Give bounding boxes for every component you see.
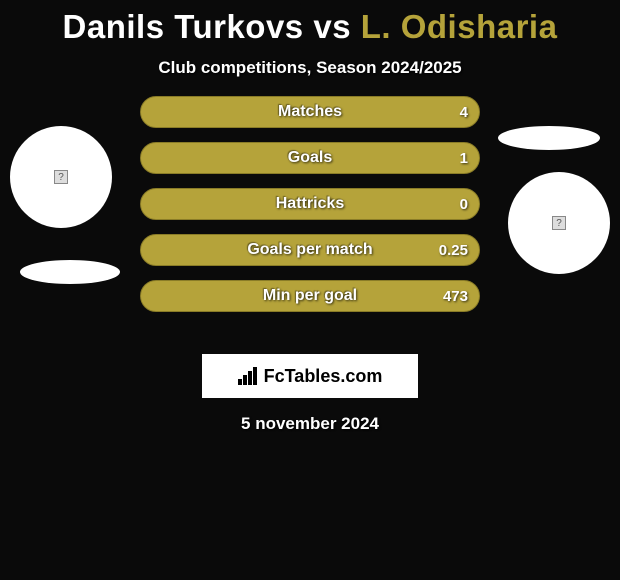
brand-badge: FcTables.com	[202, 354, 418, 398]
date-label: 5 november 2024	[0, 398, 620, 434]
stat-row: Goals1	[140, 142, 480, 174]
comparison-chart: Matches4 Goals1 Hattricks0 Goals per match0…	[0, 96, 620, 336]
brand-text: FcTables.com	[264, 366, 383, 387]
stat-bar-bg	[140, 188, 480, 220]
brand-bars-icon	[238, 367, 260, 385]
stat-row: Goals per match0.25	[140, 234, 480, 266]
page-title: Danils Turkovs vs L. Odisharia	[0, 0, 620, 48]
subtitle: Club competitions, Season 2024/2025	[0, 48, 620, 96]
stat-row: Min per goal473	[140, 280, 480, 312]
stat-bar-bg	[140, 280, 480, 312]
stat-bar-bg	[140, 142, 480, 174]
vs-label: vs	[313, 8, 351, 45]
player2-name: L. Odisharia	[361, 8, 558, 45]
stat-bar-bg	[140, 234, 480, 266]
stat-bar-bg	[140, 96, 480, 128]
stat-row: Hattricks0	[140, 188, 480, 220]
player1-name: Danils Turkovs	[63, 8, 304, 45]
stat-row: Matches4	[140, 96, 480, 128]
